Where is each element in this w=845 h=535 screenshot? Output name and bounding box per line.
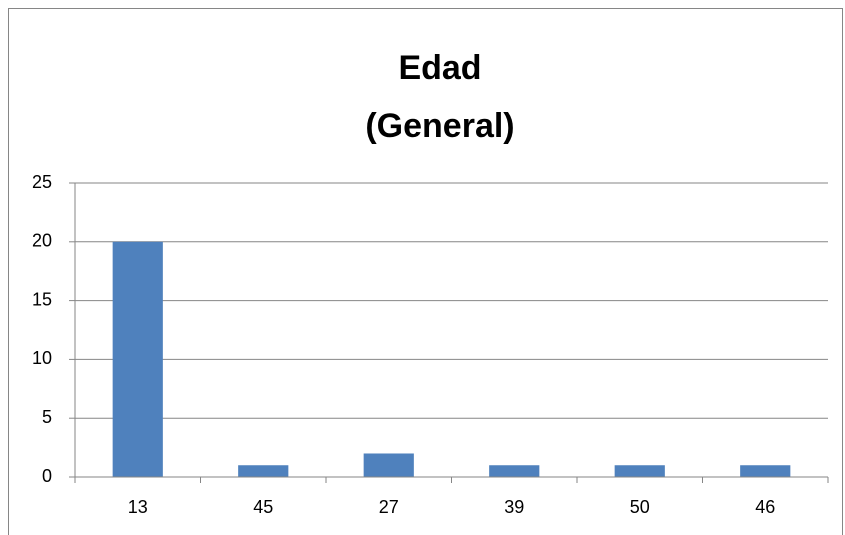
y-tick-label: 20 xyxy=(32,231,52,251)
y-tick-label: 5 xyxy=(42,407,52,427)
y-tick-label: 15 xyxy=(32,289,52,309)
bar xyxy=(238,465,289,477)
x-tick-label: 27 xyxy=(379,497,399,517)
x-tick-label: 13 xyxy=(128,497,148,517)
bar xyxy=(363,453,414,477)
chart-title: (General) xyxy=(365,107,514,145)
bar xyxy=(112,241,163,477)
y-tick-label: 0 xyxy=(42,466,52,486)
bar xyxy=(740,465,791,477)
x-tick-label: 50 xyxy=(630,497,650,517)
y-tick-label: 25 xyxy=(32,172,52,192)
x-tick-label: 46 xyxy=(755,497,775,517)
chart-title: Edad xyxy=(398,49,481,87)
bar xyxy=(489,465,540,477)
x-tick-label: 39 xyxy=(504,497,524,517)
y-tick-label: 10 xyxy=(32,348,52,368)
x-tick-label: 45 xyxy=(253,497,273,517)
bar xyxy=(614,465,665,477)
